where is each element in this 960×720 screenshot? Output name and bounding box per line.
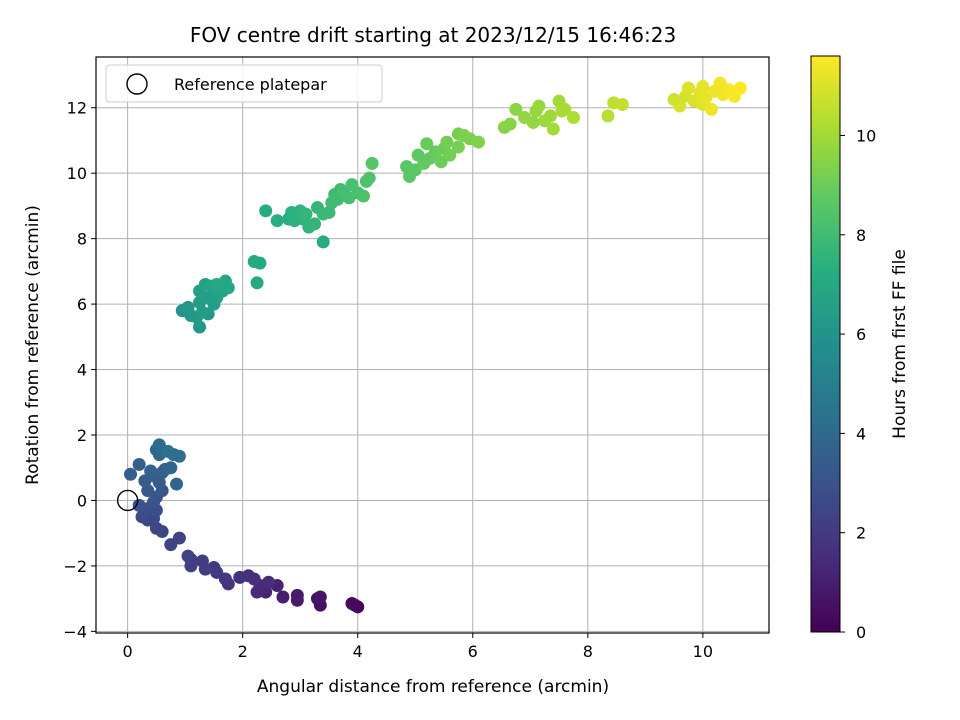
data-point xyxy=(181,300,195,314)
data-point xyxy=(543,109,557,123)
data-point xyxy=(601,109,615,123)
colorbar-frame xyxy=(810,55,841,633)
data-point xyxy=(733,81,747,95)
y-axis-label: Rotation from reference (arcmin) xyxy=(23,205,43,485)
data-point xyxy=(195,305,209,319)
data-point xyxy=(546,122,560,136)
data-point xyxy=(170,477,184,491)
colorbar: 0 2 4 6 8 10 Hours from first FF file xyxy=(810,55,910,642)
data-point xyxy=(356,189,370,203)
data-point xyxy=(299,207,313,221)
data-point xyxy=(532,99,546,113)
y-tick-label: 6 xyxy=(77,295,87,314)
data-point xyxy=(365,156,379,170)
data-point xyxy=(164,461,178,475)
data-point xyxy=(313,590,327,604)
data-point xyxy=(276,590,290,604)
data-point xyxy=(509,102,523,116)
data-point xyxy=(195,554,209,568)
legend: Reference platepar xyxy=(105,64,383,103)
data-point xyxy=(420,137,434,151)
y-tick-label: −4 xyxy=(63,622,87,641)
data-point xyxy=(193,320,207,334)
data-point xyxy=(132,457,146,471)
x-tick-label: 10 xyxy=(693,642,713,661)
x-axis-label: Angular distance from reference (arcmin) xyxy=(257,677,609,697)
data-point xyxy=(250,276,264,290)
data-points xyxy=(124,76,747,614)
data-point xyxy=(233,570,247,584)
chart-title: FOV centre drift starting at 2023/12/15 … xyxy=(190,23,676,47)
data-point xyxy=(210,277,224,291)
colorbar-tick-label: 10 xyxy=(856,126,876,145)
data-point xyxy=(443,148,457,162)
data-point xyxy=(472,135,486,149)
legend-marker-icon xyxy=(126,73,148,95)
data-point xyxy=(253,256,267,270)
data-point xyxy=(290,588,304,602)
x-tick-label: 2 xyxy=(238,642,248,661)
data-point xyxy=(362,171,376,185)
reference-marker-layer xyxy=(116,489,139,512)
data-point xyxy=(132,498,146,512)
colorbar-tick-label: 4 xyxy=(856,424,866,443)
y-tick-label: 10 xyxy=(67,164,87,183)
y-tick-label: 8 xyxy=(77,230,87,249)
y-axis-ticks: −4 −2 0 2 4 6 8 10 12 xyxy=(63,99,96,641)
y-tick-label: −2 xyxy=(63,557,87,576)
data-point xyxy=(615,97,629,111)
data-point xyxy=(181,549,195,563)
reference-platepar-marker xyxy=(116,489,139,512)
y-tick-label: 2 xyxy=(77,426,87,445)
data-point xyxy=(221,281,235,295)
data-point xyxy=(259,204,273,218)
data-point xyxy=(696,79,710,93)
data-point xyxy=(440,135,454,149)
x-tick-label: 4 xyxy=(353,642,363,661)
data-point xyxy=(270,214,284,228)
data-point xyxy=(172,449,186,463)
colorbar-tick-label: 8 xyxy=(856,226,866,245)
data-point xyxy=(316,235,330,249)
data-point xyxy=(161,444,175,458)
x-axis-ticks: 0 2 4 6 8 10 xyxy=(123,633,713,661)
y-tick-label: 0 xyxy=(77,491,87,510)
data-point xyxy=(262,575,276,589)
colorbar-ticks: 0 2 4 6 8 10 xyxy=(840,126,876,642)
colorbar-tick-label: 0 xyxy=(856,623,866,642)
data-point xyxy=(558,102,572,116)
data-point xyxy=(164,538,178,552)
colorbar-label: Hours from first FF file xyxy=(890,249,910,439)
data-point xyxy=(673,99,687,113)
data-point xyxy=(124,467,138,481)
x-tick-label: 8 xyxy=(583,642,593,661)
colorbar-tick-label: 6 xyxy=(856,325,866,344)
data-point xyxy=(144,464,158,478)
data-point xyxy=(322,205,336,219)
legend-entry-reference: Reference platepar xyxy=(174,75,327,94)
y-tick-label: 4 xyxy=(77,361,87,380)
data-point xyxy=(681,81,695,95)
data-point xyxy=(704,102,718,116)
data-point xyxy=(141,484,155,498)
y-tick-label: 12 xyxy=(67,99,87,118)
plot-frame xyxy=(95,56,770,634)
data-point xyxy=(250,585,264,599)
data-point xyxy=(308,217,322,231)
data-point xyxy=(503,117,517,131)
colorbar-gradient xyxy=(811,56,840,632)
legend-box xyxy=(105,64,383,103)
x-tick-label: 0 xyxy=(123,642,133,661)
data-point xyxy=(345,597,359,611)
data-point xyxy=(451,140,465,154)
colorbar-tick-label: 2 xyxy=(856,524,866,543)
data-point xyxy=(149,521,163,535)
data-point xyxy=(526,115,540,129)
x-tick-label: 6 xyxy=(468,642,478,661)
data-point xyxy=(566,111,580,125)
